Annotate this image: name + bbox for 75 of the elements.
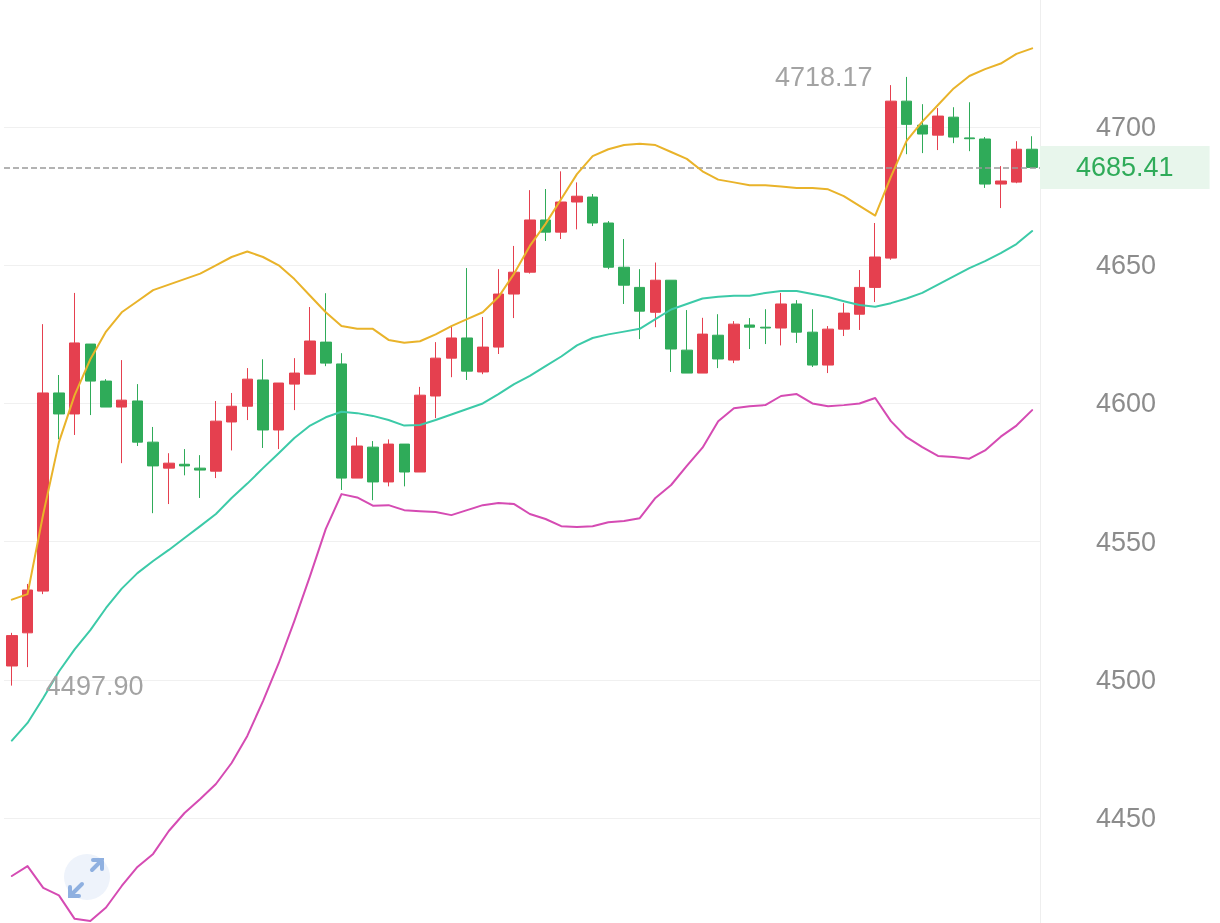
candlestick <box>555 170 567 240</box>
candlestick <box>917 103 928 154</box>
candlestick <box>289 357 300 411</box>
candlestick <box>100 378 112 408</box>
candlestick <box>995 165 1007 209</box>
candlestick <box>163 452 175 505</box>
candlestick <box>147 426 159 514</box>
candlestick <box>634 268 645 340</box>
candlestick <box>665 279 677 373</box>
candlestick <box>69 292 80 436</box>
candlestick <box>414 386 426 473</box>
candlestick <box>932 107 944 151</box>
candlestick <box>351 436 363 479</box>
candlestick <box>948 106 959 144</box>
candlestick <box>618 238 630 305</box>
candlestick <box>650 262 661 328</box>
candlestick <box>854 269 865 331</box>
y-tick-label: 4600 <box>1096 388 1157 419</box>
candlestick <box>571 181 583 230</box>
candlestick <box>964 101 975 152</box>
candlestick <box>273 382 284 450</box>
candlestick <box>194 454 206 499</box>
candlestick <box>838 302 850 337</box>
y-tick-label: 4650 <box>1096 250 1157 281</box>
candlestick <box>430 341 441 419</box>
candlestick <box>712 313 724 369</box>
candlestick <box>399 443 410 487</box>
candlestick <box>524 189 536 275</box>
candlestick <box>22 583 33 668</box>
candlestick <box>53 374 65 440</box>
annotation: 4718.17 <box>774 61 873 92</box>
candlestick <box>242 367 253 421</box>
candlestick <box>477 316 489 375</box>
candlestick <box>697 317 708 374</box>
y-tick-label: 4500 <box>1096 664 1157 695</box>
y-tick-label: 4700 <box>1096 112 1157 143</box>
candlestick <box>210 400 222 479</box>
candlestick <box>728 320 740 364</box>
candlestick <box>116 359 127 464</box>
y-tick-label: 4550 <box>1096 526 1157 557</box>
line-series <box>10 47 1034 601</box>
candlestick <box>508 245 520 319</box>
candlestick <box>901 76 912 155</box>
candlestick <box>461 267 473 381</box>
candlestick <box>226 392 237 451</box>
candlestick <box>603 220 614 270</box>
line-series <box>10 393 1034 923</box>
line-series <box>10 230 1034 742</box>
candlestick <box>6 632 18 687</box>
candlestick <box>446 325 457 378</box>
candlestick <box>775 292 787 346</box>
candlestick <box>1026 135 1038 168</box>
candlestick <box>179 448 190 476</box>
candlestick <box>320 292 332 367</box>
candlestick <box>493 268 504 355</box>
candlestick <box>367 440 379 501</box>
candlestick <box>132 383 143 447</box>
candlestick <box>822 325 834 374</box>
ref-line-label: 4685.41 <box>1076 152 1174 183</box>
candlestick <box>744 317 755 350</box>
candlestick <box>760 308 771 345</box>
candlestick <box>37 323 49 595</box>
candlestick <box>383 438 394 487</box>
candlestick <box>791 299 802 344</box>
candlestick <box>885 84 897 261</box>
candlestick <box>257 358 269 449</box>
candlestick <box>1011 140 1022 184</box>
candlestick <box>869 222 881 303</box>
candlestick <box>587 193 598 227</box>
candlestick <box>979 136 991 189</box>
candlestick <box>807 308 818 368</box>
candlestick <box>304 306 316 375</box>
y-tick-label: 4450 <box>1096 802 1157 833</box>
candlestick <box>681 309 693 374</box>
candlestick <box>336 352 347 491</box>
